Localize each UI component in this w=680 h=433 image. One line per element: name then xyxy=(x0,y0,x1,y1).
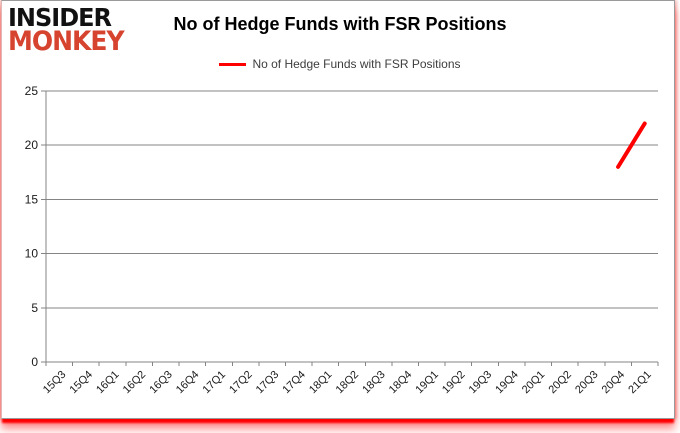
x-tick-label: 20Q1 xyxy=(520,369,548,397)
y-tick-label: 10 xyxy=(25,247,39,261)
logo-line-monkey: MONKEY xyxy=(8,25,125,57)
y-tick-label: 5 xyxy=(31,301,38,315)
x-tick-label: 16Q3 xyxy=(147,369,175,397)
x-tick-label: 16Q4 xyxy=(174,369,202,397)
y-tick-label: 15 xyxy=(25,192,39,206)
legend: No of Hedge Funds with FSR Positions xyxy=(0,57,680,71)
x-tick-label: 21Q1 xyxy=(626,369,654,397)
x-tick-label: 17Q2 xyxy=(227,369,255,397)
chart-title: No of Hedge Funds with FSR Positions xyxy=(173,14,507,34)
x-tick-label: 18Q4 xyxy=(387,369,415,397)
x-tick-label: 15Q4 xyxy=(68,369,96,397)
x-tick-label: 19Q3 xyxy=(467,369,495,397)
legend-label: No of Hedge Funds with FSR Positions xyxy=(252,57,461,71)
x-tick-label: 18Q3 xyxy=(360,369,388,397)
y-tick-label: 0 xyxy=(31,355,38,369)
x-tick-label: 17Q3 xyxy=(254,369,282,397)
x-tick-label: 19Q4 xyxy=(493,369,521,397)
x-tick-label: 20Q4 xyxy=(600,369,628,397)
x-tick-label: 18Q2 xyxy=(334,369,362,397)
legend-line-swatch xyxy=(219,62,247,66)
x-tick-label: 18Q1 xyxy=(307,369,335,397)
x-tick-label: 20Q3 xyxy=(573,369,601,397)
x-tick-label: 17Q4 xyxy=(280,369,308,397)
insider-monkey-logo: INSIDER MONKEY xyxy=(8,2,125,57)
x-tick-label: 16Q2 xyxy=(121,369,149,397)
x-tick-label: 15Q3 xyxy=(41,369,69,397)
y-tick-label: 25 xyxy=(25,84,39,98)
x-tick-label: 17Q1 xyxy=(201,369,229,397)
chart-card xyxy=(1,0,675,419)
x-tick-label: 19Q1 xyxy=(413,369,441,397)
x-tick-label: 19Q2 xyxy=(440,369,468,397)
y-tick-label: 20 xyxy=(25,138,39,152)
x-tick-label: 16Q1 xyxy=(94,369,122,397)
x-tick-label: 20Q2 xyxy=(546,369,574,397)
data-line-series xyxy=(616,121,647,169)
logo-line-insider: INSIDER xyxy=(8,2,112,33)
